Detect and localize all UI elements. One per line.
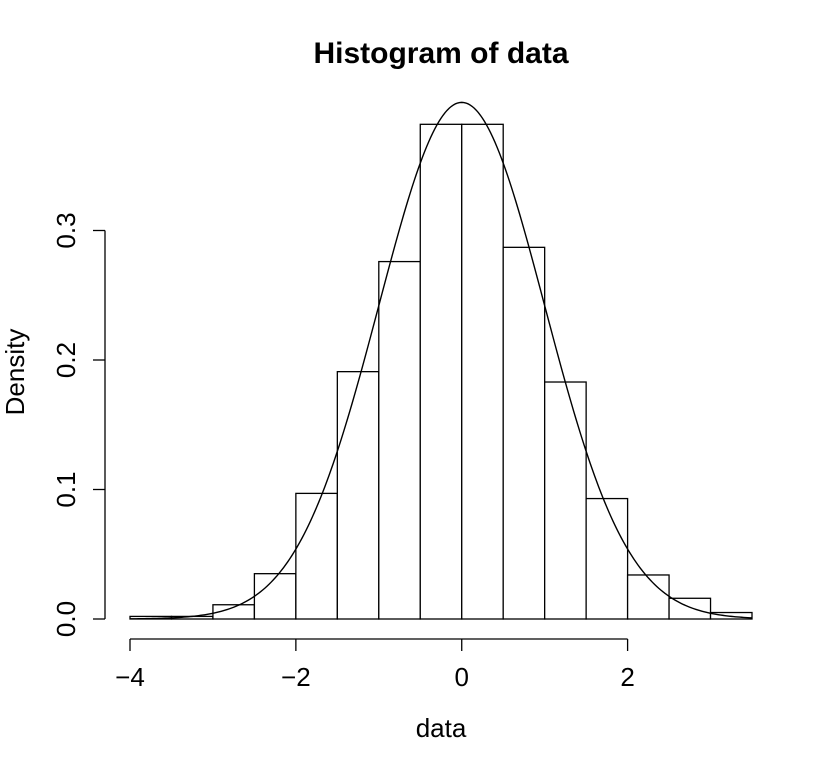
y-axis-title: Density [0, 329, 30, 416]
y-axis: 0.0 0.1 0.2 0.3 [51, 212, 106, 637]
chart-title: Histogram of data [313, 37, 568, 70]
y-tick-label: 0.2 [51, 342, 81, 378]
y-tick-label: 0.0 [51, 601, 81, 637]
histogram-bar [585, 497, 629, 620]
x-tick-label: −4 [115, 662, 145, 692]
y-tick-label: 0.3 [51, 212, 81, 248]
histogram-bar [502, 246, 546, 620]
histogram-bar [626, 574, 670, 620]
x-tick-label: −2 [281, 662, 311, 692]
histogram-bar [461, 123, 504, 620]
x-tick-label: 0 [454, 662, 468, 692]
bars-group [129, 123, 753, 620]
histogram-bar [544, 381, 587, 620]
histogram-bar [253, 573, 297, 620]
histogram-bar [378, 260, 421, 620]
histogram-bar [419, 123, 463, 620]
histogram-bar [336, 371, 380, 620]
density-curve-group [129, 101, 753, 620]
y-tick-label: 0.1 [51, 471, 81, 507]
histogram-bar [668, 597, 712, 620]
x-tick-label: 2 [620, 662, 634, 692]
x-axis: −4 −2 0 2 [115, 638, 635, 692]
x-axis-title: data [416, 713, 467, 743]
histogram-bar [295, 492, 338, 620]
density-curve [129, 101, 753, 620]
